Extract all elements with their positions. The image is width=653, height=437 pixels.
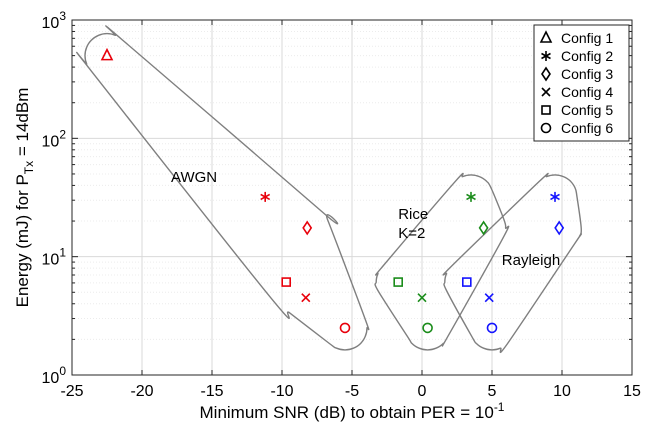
data-point [554,220,565,236]
data-point [393,277,404,287]
x-tick-label: -10 [270,383,293,400]
data-point [550,191,560,202]
group-enclosure [76,25,370,351]
legend-marker [541,66,551,82]
grid [72,20,632,375]
data-point [478,220,489,236]
data-point [422,322,433,334]
legend-label: Config 4 [561,84,613,100]
legend-marker [541,87,551,97]
data-point [302,220,313,236]
region-labels: AWGN Rice K=2 Rayleigh [171,169,560,269]
data-point [486,322,498,334]
legend-label: Config 1 [561,30,613,46]
group-enclosure [374,172,510,351]
x-axis-label: Minimum SNR (dB) to obtain PER = 10-1 [200,400,505,422]
axis-ticks: -25 -20 -15 -10 -5 0 5 10 15 100 101 102 103 [42,9,641,400]
legend-box [533,24,630,142]
legend-label: Config 6 [561,120,613,136]
legend-label: Config 5 [561,102,613,118]
x-tick-label: 10 [553,383,571,400]
x-tick-label: 0 [418,383,427,400]
y-axis-label: Energy (mJ) for PTx = 14dBm [13,88,36,308]
data-point [466,191,476,202]
y-tick-label: 101 [42,246,67,269]
data-point [339,322,351,334]
group-enclosures [76,25,582,354]
legend: Config 1 Config 2 Config 3 Config 4 Config 5… [533,24,630,142]
x-tick-label: -20 [130,383,153,400]
group-enclosure [442,172,582,354]
legend-marker [539,30,553,43]
y-tick-label: 102 [42,127,67,150]
legend-marker [541,51,551,61]
data-point [301,293,311,303]
data-points [100,47,565,334]
data-point [260,191,271,202]
data-point [281,277,292,287]
region-label: Rayleigh [502,252,560,269]
x-tick-label: 5 [488,383,497,400]
y-tick-label: 103 [42,9,67,32]
x-tick-label: -5 [345,383,359,400]
x-tick-label: -15 [200,383,223,400]
legend-marker [541,105,551,115]
x-tick-label: -25 [60,383,83,400]
legend-label: Config 2 [561,48,613,64]
legend-marker [540,122,552,134]
region-label: Rice K=2 [398,206,428,242]
y-tick-label: 100 [42,364,67,387]
legend-label: Config 3 [561,66,613,82]
data-point [100,47,114,61]
region-label: AWGN [171,169,217,186]
data-point [461,277,472,287]
x-tick-label: 15 [623,383,641,400]
data-point [484,293,494,303]
data-point [417,293,427,303]
